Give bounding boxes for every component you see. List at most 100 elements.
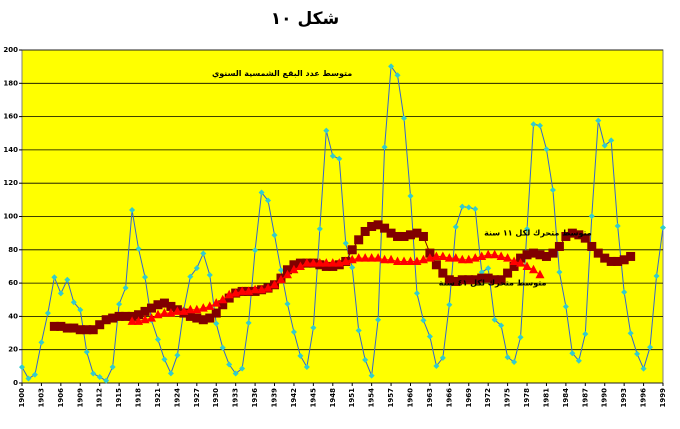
point — [451, 276, 461, 286]
point — [172, 306, 182, 315]
point — [349, 264, 356, 271]
point — [122, 284, 129, 291]
point — [541, 251, 551, 261]
chart-title: شكل ١٠ — [271, 9, 339, 29]
x-tick-label: 1912 — [96, 388, 104, 408]
point — [399, 231, 409, 241]
point — [354, 235, 364, 245]
point — [153, 300, 163, 310]
point — [336, 155, 343, 162]
point — [634, 350, 641, 357]
point — [477, 273, 487, 283]
x-tick-label: 1966 — [445, 388, 453, 408]
point — [146, 313, 156, 322]
point — [561, 231, 571, 241]
annotation: متوسط متحرك لكل ١١ سنة — [484, 229, 592, 238]
point — [276, 274, 286, 284]
point — [198, 315, 208, 325]
point — [297, 352, 304, 359]
y-tick-label: 200 — [3, 46, 18, 54]
point — [90, 370, 97, 377]
point — [140, 306, 150, 316]
point — [185, 304, 195, 314]
point — [95, 320, 105, 330]
point — [101, 315, 111, 325]
y-tick-label: 160 — [3, 113, 18, 121]
point — [464, 275, 474, 285]
point — [405, 230, 415, 240]
series-line — [132, 254, 541, 322]
x-tick-label: 1924 — [173, 388, 181, 408]
point — [386, 228, 396, 238]
point — [608, 137, 615, 144]
point — [315, 258, 325, 267]
point — [360, 226, 370, 236]
point — [114, 311, 124, 321]
point — [200, 250, 207, 257]
point — [485, 265, 492, 272]
point — [258, 189, 265, 196]
point — [420, 317, 427, 324]
point — [56, 321, 66, 331]
x-tick-label: 1996 — [640, 388, 648, 408]
point — [433, 363, 440, 370]
point — [108, 313, 118, 323]
point — [159, 308, 169, 317]
point — [159, 298, 169, 308]
x-tick-label: 1921 — [154, 388, 162, 408]
point — [394, 72, 401, 79]
point — [205, 301, 215, 310]
y-tick-label: 20 — [8, 346, 18, 354]
point — [277, 267, 284, 274]
point — [543, 146, 550, 153]
point — [219, 344, 226, 351]
point — [562, 303, 569, 310]
series-line — [21, 64, 664, 382]
x-tick-label: 1978 — [523, 388, 531, 408]
point — [271, 232, 278, 239]
point — [653, 272, 660, 279]
point — [490, 275, 500, 285]
point — [205, 313, 215, 323]
x-tick-label: 1945 — [309, 388, 317, 408]
point — [96, 374, 103, 381]
point — [438, 251, 448, 260]
point — [290, 329, 297, 336]
point — [418, 231, 428, 241]
x-tick-label: 1984 — [562, 388, 570, 408]
point — [263, 283, 273, 292]
point — [154, 336, 161, 343]
point — [393, 256, 403, 265]
point — [109, 364, 116, 371]
point — [490, 249, 500, 259]
point — [595, 117, 602, 124]
point — [51, 274, 58, 281]
point — [213, 320, 220, 327]
point — [367, 253, 377, 262]
point — [580, 233, 590, 243]
x-tick-label: 1963 — [426, 388, 434, 408]
point — [250, 284, 260, 294]
point — [574, 230, 584, 240]
x-tick-label: 1933 — [232, 388, 240, 408]
point — [452, 223, 459, 230]
point — [405, 256, 415, 265]
point — [503, 253, 513, 262]
point — [295, 261, 305, 270]
point — [328, 258, 338, 267]
point — [431, 260, 441, 270]
x-tick-label: 1948 — [329, 388, 337, 408]
point — [444, 253, 454, 262]
point — [640, 365, 647, 372]
x-tick-label: 1969 — [465, 388, 473, 408]
point — [530, 121, 537, 128]
point — [193, 265, 200, 272]
point — [626, 251, 636, 261]
point — [185, 311, 195, 321]
point — [522, 250, 532, 260]
point — [232, 370, 239, 377]
point — [237, 286, 247, 295]
point — [44, 310, 51, 317]
point — [121, 311, 131, 321]
